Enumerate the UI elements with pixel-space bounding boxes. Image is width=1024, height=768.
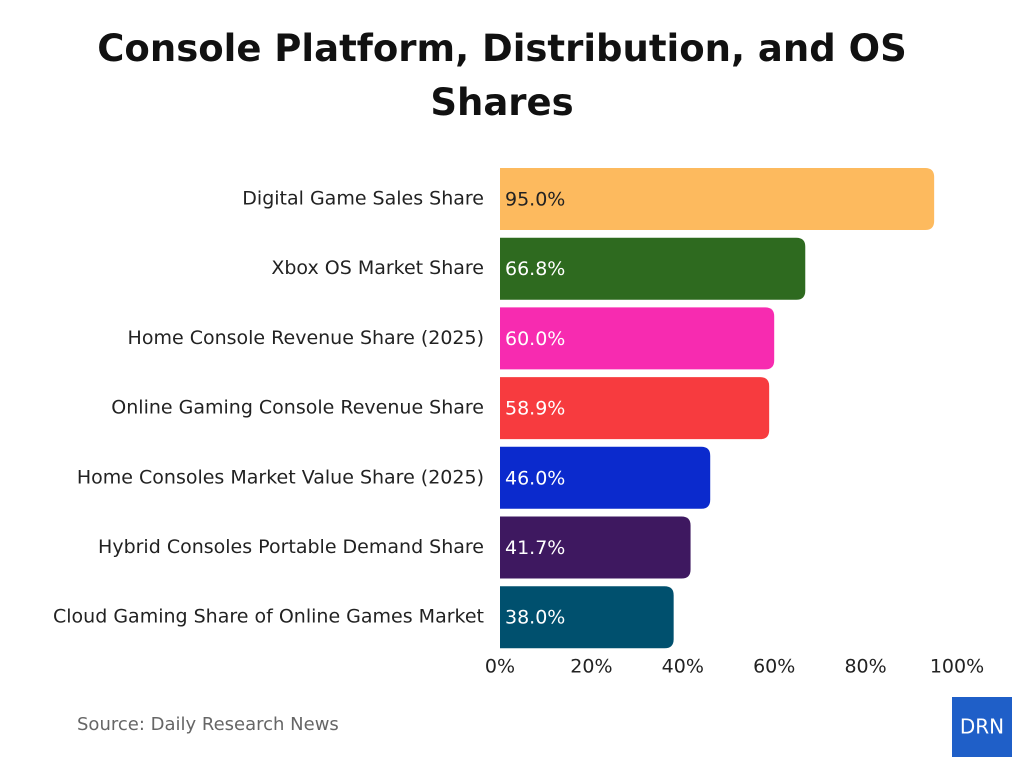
- value-label: 41.7%: [505, 537, 565, 559]
- bar: [500, 237, 806, 300]
- x-tick-label: 0%: [485, 656, 515, 678]
- x-tick-label: 40%: [662, 656, 704, 678]
- logo-box: [952, 697, 1012, 757]
- bar: [500, 307, 775, 370]
- y-tick-label: Cloud Gaming Share of Online Games Marke…: [53, 606, 484, 628]
- value-label: 46.0%: [505, 467, 565, 489]
- bar: [500, 446, 711, 509]
- y-tick-label: Home Console Revenue Share (2025): [128, 327, 484, 349]
- y-tick-label: Hybrid Consoles Portable Demand Share: [98, 536, 484, 558]
- value-label: 58.9%: [505, 398, 565, 420]
- source: Source: Daily Research News: [77, 714, 339, 735]
- y-tick-label: Xbox OS Market Share: [271, 257, 484, 279]
- x-tick-label: 20%: [570, 656, 612, 678]
- value-label: 60.0%: [505, 328, 565, 350]
- bar: [500, 377, 770, 440]
- chart-title: Console Platform, Distribution, and OS S…: [97, 27, 907, 124]
- bar: [500, 586, 674, 649]
- bar: [500, 168, 935, 230]
- value-label: 38.0%: [505, 607, 565, 629]
- x-tick-label: 60%: [753, 656, 795, 678]
- value-label: 66.8%: [505, 258, 565, 280]
- value-label: 95.0%: [505, 189, 565, 211]
- bar: [500, 516, 691, 579]
- y-tick-label: Digital Game Sales Share: [242, 188, 484, 210]
- y-tick-label: Online Gaming Console Revenue Share: [111, 397, 484, 419]
- y-tick-label: Home Consoles Market Value Share (2025): [77, 466, 484, 488]
- logo: DRN: [960, 715, 1004, 739]
- x-tick-label: 100%: [930, 656, 984, 678]
- x-tick-label: 80%: [844, 656, 886, 678]
